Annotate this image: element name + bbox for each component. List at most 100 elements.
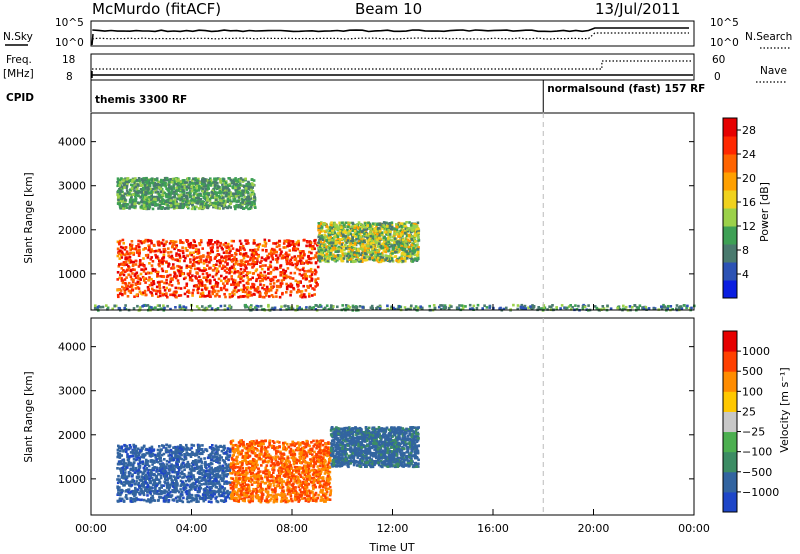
range-cell: [136, 304, 139, 308]
range-cell: [406, 228, 409, 231]
range-cell: [296, 281, 300, 284]
range-cell: [234, 259, 238, 262]
range-cell: [151, 260, 155, 263]
range-cell: [166, 206, 169, 210]
range-cell: [199, 205, 203, 209]
range-cell: [239, 201, 243, 205]
range-cell: [142, 304, 145, 307]
range-cell: [299, 281, 302, 284]
range-cell: [162, 255, 166, 259]
range-cell: [390, 258, 394, 262]
range-cell: [416, 256, 420, 259]
range-cell: [126, 295, 130, 298]
range-cell: [136, 274, 140, 278]
range-cell: [385, 237, 388, 240]
range-cell: [342, 307, 346, 311]
range-cell: [251, 266, 254, 269]
range-cell: [198, 181, 201, 184]
range-cell: [317, 234, 321, 237]
range-cell: [245, 305, 249, 308]
range-cell: [170, 181, 174, 184]
range-cell: [361, 248, 364, 251]
range-cell: [239, 295, 243, 298]
range-cell: [148, 206, 152, 209]
range-cell: [412, 227, 416, 230]
range-cell: [132, 193, 135, 196]
range-cell: [214, 294, 217, 298]
range-cell: [147, 201, 151, 205]
range-cell: [149, 290, 152, 294]
range-cell: [134, 199, 138, 203]
range-cell: [666, 307, 669, 310]
range-cell: [233, 197, 237, 201]
range-cell: [408, 255, 412, 258]
range-cell: [366, 250, 370, 254]
range-cell: [116, 278, 119, 281]
range-cell: [389, 235, 392, 239]
range-cell: [575, 308, 579, 311]
range-cell: [413, 233, 417, 237]
range-cell: [293, 258, 297, 262]
range-cell: [251, 190, 255, 193]
range-cell: [221, 479, 224, 483]
range-cell: [348, 226, 352, 229]
range-cell: [351, 256, 355, 260]
range-cell: [234, 195, 238, 198]
range-cell: [134, 185, 137, 189]
range-cell: [302, 250, 305, 253]
range-cell: [117, 189, 120, 193]
range-cell: [106, 308, 109, 311]
range-cell: [187, 206, 190, 210]
range-cell: [361, 254, 364, 257]
range-cell: [132, 279, 135, 282]
range-cell: [375, 234, 379, 237]
range-cell: [542, 304, 546, 307]
range-cell: [192, 194, 195, 197]
colorbar-segment: [723, 280, 737, 299]
colorbar-segment: [723, 118, 737, 137]
range-cell: [411, 224, 415, 227]
range-cell: [253, 257, 257, 260]
range-cell: [295, 263, 299, 267]
range-cell: [199, 295, 202, 298]
range-cell: [117, 183, 120, 186]
range-cell: [388, 224, 392, 228]
range-cell: [144, 207, 147, 210]
range-cell: [195, 500, 198, 503]
range-cell: [124, 495, 128, 499]
range-cell: [229, 249, 232, 253]
colorbar-tick-label: 12: [742, 220, 756, 233]
range-cell: [134, 486, 137, 490]
range-cell: [218, 244, 222, 248]
range-cell: [156, 197, 160, 200]
range-cell: [262, 284, 266, 287]
range-cell: [148, 276, 151, 279]
range-cell: [214, 198, 218, 202]
range-cell: [179, 484, 182, 488]
range-cell: [252, 264, 255, 268]
range-cell: [355, 238, 358, 241]
range-cell: [302, 266, 305, 270]
range-cell: [376, 223, 379, 227]
range-cell: [357, 249, 361, 253]
range-cell: [472, 304, 476, 308]
range-cell: [401, 230, 404, 234]
range-cell: [119, 245, 123, 249]
range-cell: [129, 461, 132, 465]
range-cell: [224, 255, 228, 259]
range-cell: [628, 305, 632, 308]
range-cell: [224, 260, 227, 264]
range-cell: [200, 269, 204, 272]
range-cell: [229, 305, 233, 309]
range-cell: [213, 285, 216, 288]
range-cell: [150, 264, 154, 267]
range-cell: [231, 294, 234, 298]
range-cell: [350, 260, 353, 263]
range-cell: [386, 247, 389, 250]
range-cell: [386, 257, 389, 260]
range-cell: [198, 242, 201, 245]
range-cell: [212, 264, 215, 268]
range-cell: [220, 274, 223, 278]
range-cell: [154, 253, 157, 257]
freq-panel: Freq. [MHz] 18 8 60 0 Nave: [3, 53, 787, 83]
